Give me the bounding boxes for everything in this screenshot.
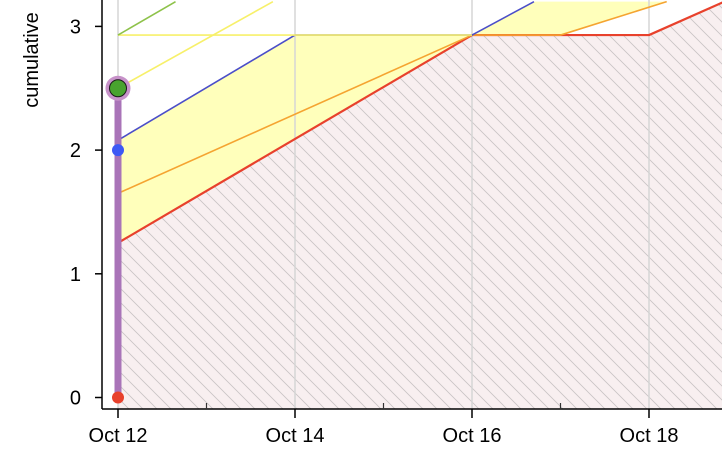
x-tick-label: Oct 16	[443, 425, 502, 447]
red-point	[112, 392, 124, 404]
series-line-green	[118, 2, 176, 35]
green-point	[110, 80, 127, 97]
plot-area	[118, 0, 722, 418]
x-tick-label: Oct 12	[89, 425, 148, 447]
y-axis-title: cumulative	[21, 12, 43, 108]
y-ticks: 0 1 2 3	[70, 16, 102, 409]
y-tick-label: 3	[70, 16, 81, 38]
y-tick-label: 1	[70, 264, 81, 286]
y-tick-label: 2	[70, 140, 81, 162]
blue-point	[112, 144, 124, 156]
x-tick-label: Oct 18	[620, 425, 679, 447]
y-tick-label: 0	[70, 388, 81, 410]
x-tick-label: Oct 14	[266, 425, 325, 447]
